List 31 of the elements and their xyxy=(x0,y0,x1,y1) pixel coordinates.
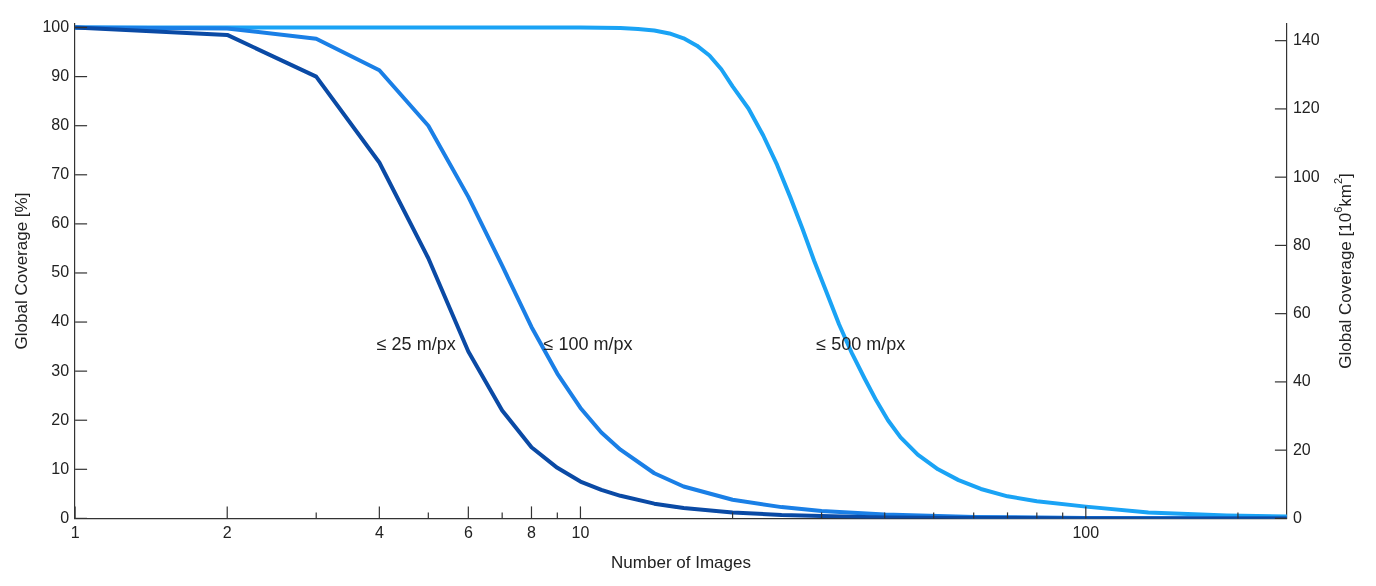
y-tick-label: 20 xyxy=(51,410,70,428)
series-label: ≤ 25 m/px xyxy=(376,334,456,355)
y2-axis-title: Global Coverage [106km2] xyxy=(1332,173,1355,369)
y2-tick-label: 60 xyxy=(1292,304,1311,322)
y-tick-label: 30 xyxy=(51,361,70,379)
x-tick-label: 6 xyxy=(463,524,473,542)
y2-tick-label: 140 xyxy=(1292,31,1320,49)
y-tick-label: 10 xyxy=(51,459,70,477)
y-axis-title: Global Coverage [%] xyxy=(11,192,31,350)
x-tick-label: 1 xyxy=(70,524,80,542)
y2-tick-label: 120 xyxy=(1292,99,1320,117)
y-tick-label: 90 xyxy=(51,67,70,85)
y-tick-label: 50 xyxy=(51,263,70,281)
y2-tick-label: 80 xyxy=(1292,235,1311,253)
y2-tick-label: 40 xyxy=(1292,372,1311,390)
x-tick-label: 4 xyxy=(374,524,384,542)
x-tick-label: 100 xyxy=(1072,524,1100,542)
x-tick-label: 2 xyxy=(222,524,232,542)
y-tick-label: 0 xyxy=(60,508,70,526)
y-tick-label: 70 xyxy=(51,165,70,183)
series-label: ≤ 100 m/px xyxy=(543,334,633,355)
y-tick-label: 100 xyxy=(42,17,70,35)
y2-tick-label: 100 xyxy=(1292,167,1320,185)
y-tick-label: 80 xyxy=(51,116,70,134)
y-tick-label: 40 xyxy=(51,312,70,330)
x-tick-label: 8 xyxy=(527,524,537,542)
y-tick-label: 60 xyxy=(51,214,70,232)
y2-tick-label: 0 xyxy=(1292,508,1302,526)
x-axis-title: Number of Images xyxy=(611,553,751,573)
x-tick-label: 10 xyxy=(571,524,590,542)
y2-tick-label: 20 xyxy=(1292,440,1311,458)
